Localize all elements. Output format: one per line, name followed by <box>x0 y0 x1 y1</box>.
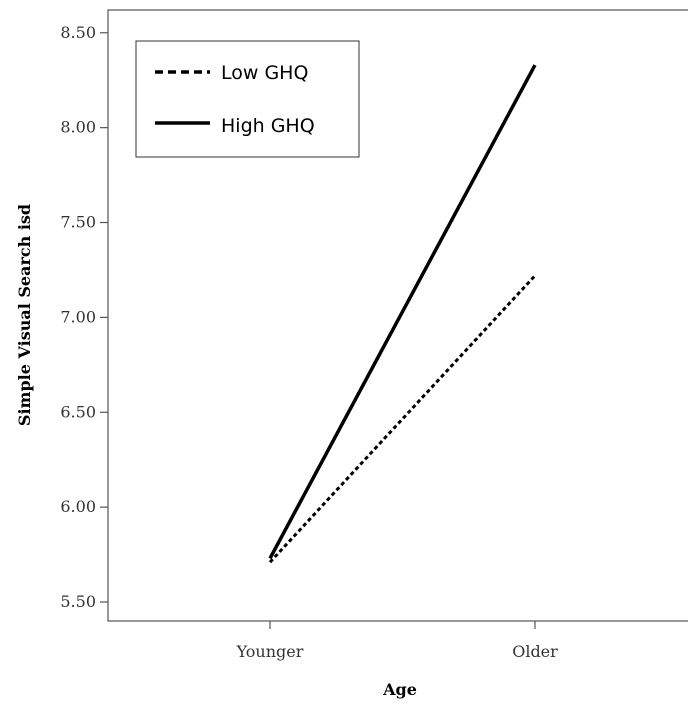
legend-label-high-ghq: High GHQ <box>221 115 315 137</box>
y-tick-label: 8.50 <box>60 23 96 42</box>
y-tick-label: 6.00 <box>60 497 96 516</box>
legend-label-low-ghq: Low GHQ <box>221 62 308 84</box>
series-layer <box>268 64 537 564</box>
y-tick-label: 7.50 <box>60 213 96 232</box>
y-axis-title: Simple Visual Search isd <box>15 204 34 426</box>
y-tick-label: 6.50 <box>60 402 96 421</box>
y-tick-label: 8.00 <box>60 118 96 137</box>
y-axis: 5.50 6.00 6.50 7.00 7.50 8.00 8.50 <box>60 23 108 611</box>
legend: Low GHQ High GHQ <box>135 40 360 158</box>
y-tick-label: 7.00 <box>60 307 96 326</box>
x-axis: Younger Older <box>236 621 558 661</box>
x-tick-label: Older <box>512 642 558 661</box>
y-tick-label: 5.50 <box>60 592 96 611</box>
x-axis-title: Age <box>382 680 417 699</box>
series-line-low-ghq <box>268 274 537 564</box>
legend-box <box>135 40 360 158</box>
x-tick-label: Younger <box>236 642 304 661</box>
series-line-high-ghq <box>268 64 537 560</box>
